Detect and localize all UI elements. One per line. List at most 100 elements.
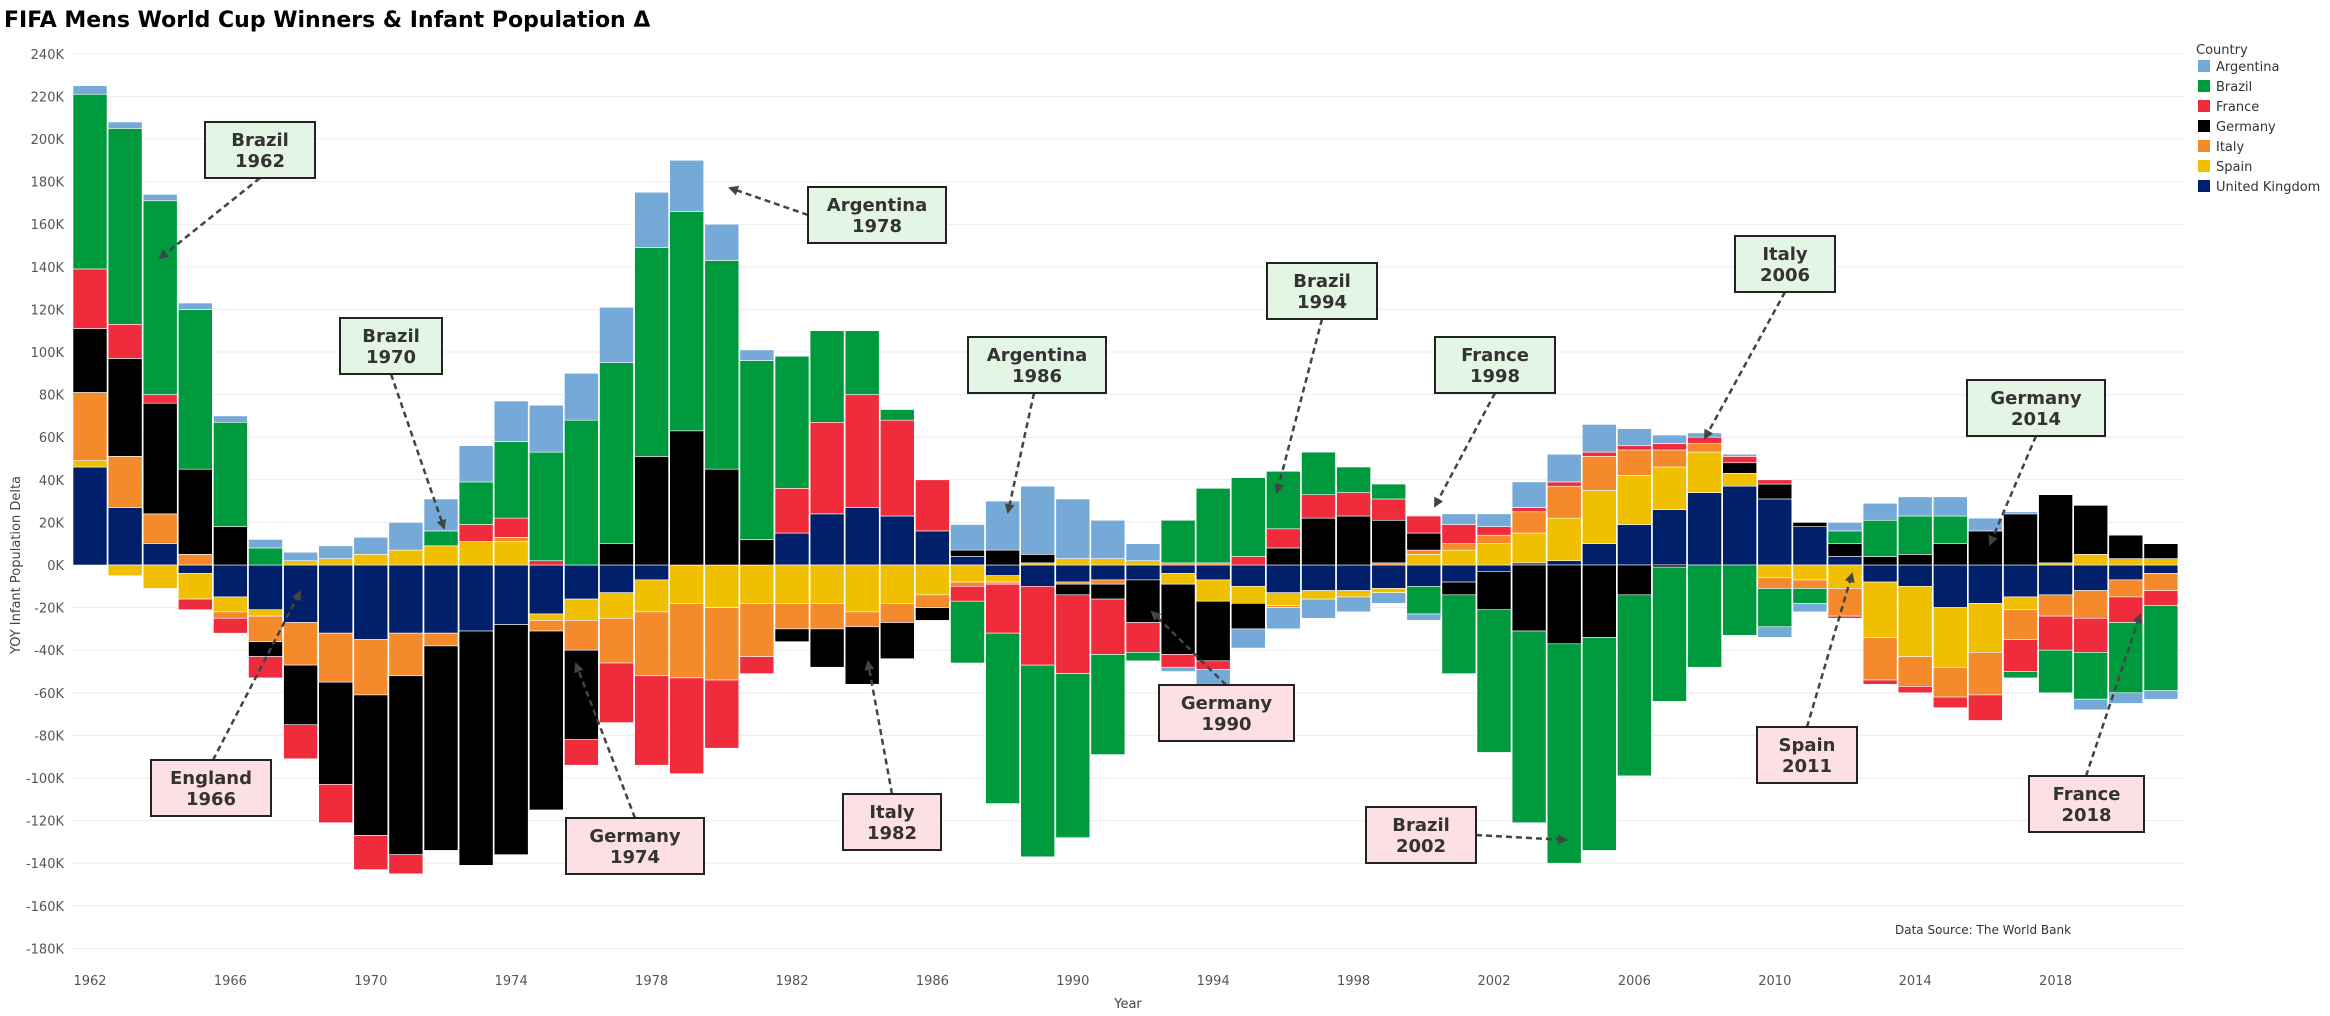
bar-italy-2007 [1652, 449, 1687, 468]
bar-united-kingdom-2021 [2143, 564, 2179, 574]
bar-brazil-2000 [1406, 585, 1442, 615]
bar-germany-1964 [142, 402, 178, 515]
bar-france-2017 [2003, 639, 2038, 672]
bar-france-1980 [704, 679, 740, 749]
x-tick-label: 2018 [2039, 974, 2072, 989]
y-tick-label: 180K [31, 176, 65, 191]
bar-spain-1990 [1055, 558, 1091, 566]
bar-brazil-1963 [107, 128, 143, 325]
bar-argentina-2009 [1722, 453, 1757, 457]
annotations: Brazil1962England1966Brazil1970Germany19… [150, 121, 2145, 875]
bar-italy-1963 [107, 456, 143, 508]
bar-france-1963 [107, 324, 143, 359]
bar-spain-1981 [739, 564, 775, 604]
bar-argentina-1962 [72, 85, 108, 95]
bar-united-kingdom-1996 [1266, 564, 1301, 593]
annotation-country: England [170, 768, 252, 789]
bar-germany-1984 [844, 626, 880, 685]
legend-swatch-united-kingdom [2198, 180, 2210, 192]
bar-brazil-2001 [1441, 594, 1477, 674]
legend-swatch-france [2198, 100, 2210, 112]
bar-argentina-1965 [178, 302, 213, 310]
bar-italy-2021 [2143, 573, 2179, 591]
bar-brazil-1977 [599, 362, 634, 544]
bar-brazil-2008 [1687, 564, 1722, 668]
bar-france-1998 [1336, 492, 1371, 517]
bar-france-2006 [1617, 445, 1652, 451]
bar-spain-1976 [564, 598, 599, 621]
bar-germany-1975 [528, 630, 564, 811]
bar-brazil-1992 [1125, 652, 1161, 662]
bar-spain-2001 [1441, 549, 1477, 566]
bar-argentina-1976 [564, 372, 599, 421]
annotation-country: Spain [1779, 735, 1836, 756]
bar-italy-2015 [1933, 666, 1968, 698]
bar-argentina-2015 [1933, 496, 1968, 517]
legend-swatch-spain [2198, 160, 2210, 172]
bar-united-kingdom-2012 [1827, 556, 1863, 566]
bar-germany-2011 [1792, 522, 1828, 527]
bar-brazil-1989 [1020, 664, 1056, 858]
bar-germany-1976 [564, 649, 599, 740]
bar-argentina-2006 [1617, 428, 1652, 447]
bar-germany-2021 [2143, 543, 2179, 559]
annotation-arrow [1150, 610, 1227, 686]
bar-italy-2016 [1968, 652, 2003, 696]
y-tick-label: -100K [26, 772, 65, 787]
bar-united-kingdom-1987 [950, 556, 985, 566]
annotation-year: 2018 [2061, 805, 2111, 826]
bar-spain-2021 [2143, 558, 2179, 566]
y-tick-label: -140K [26, 857, 65, 872]
bar-brazil-1962 [72, 93, 108, 270]
bar-united-kingdom-1973 [458, 564, 494, 632]
bar-spain-1970 [353, 554, 389, 566]
y-tick-label: -20K [34, 602, 64, 617]
bar-argentina-1978 [634, 191, 669, 248]
bar-spain-1962 [72, 460, 108, 468]
bar-spain-2006 [1617, 475, 1652, 525]
bar-germany-1973 [458, 630, 494, 866]
bar-italy-1986 [915, 594, 950, 608]
bar-germany-1983 [809, 628, 845, 668]
x-tick-label: 1962 [73, 974, 106, 989]
bar-spain-2019 [2073, 554, 2108, 566]
bar-italy-2008 [1687, 443, 1722, 453]
bar-brazil-2011 [1792, 588, 1828, 604]
bar-italy-1967 [248, 615, 283, 642]
bar-france-1974 [493, 517, 529, 538]
bar-united-kingdom-1997 [1301, 564, 1336, 591]
bar-italy-1969 [318, 632, 354, 683]
bar-italy-1962 [72, 392, 108, 461]
bar-brazil-1966 [213, 421, 248, 527]
annotation-country: Brazil [362, 326, 420, 347]
bar-italy-2010 [1757, 577, 1793, 589]
bar-argentina-1990 [1055, 498, 1091, 559]
bar-brazil-1996 [1266, 470, 1301, 530]
bar-spain-1987 [950, 564, 985, 583]
bar-brazil-1979 [669, 211, 705, 432]
bar-spain-1978 [634, 579, 669, 613]
bar-united-kingdom-2017 [2003, 564, 2038, 598]
bar-germany-1996 [1266, 547, 1301, 566]
bar-germany-1977 [599, 543, 634, 566]
bar-germany-1986 [915, 607, 950, 621]
bar-france-2010 [1757, 479, 1793, 485]
x-tick-label: 1994 [1197, 974, 1230, 989]
bar-argentina-1970 [353, 537, 389, 555]
bar-france-2003 [1511, 507, 1547, 513]
bar-argentina-2003 [1511, 481, 1547, 508]
bar-united-kingdom-1992 [1125, 564, 1161, 581]
bar-france-2013 [1862, 679, 1898, 685]
bar-italy-1964 [142, 513, 178, 545]
bar-united-kingdom-1990 [1055, 564, 1091, 583]
bar-united-kingdom-1985 [879, 515, 915, 566]
bar-germany-1990 [1055, 583, 1091, 596]
annotation-arrow [211, 590, 302, 761]
annotation-country: Argentina [987, 345, 1087, 366]
bar-argentina-1997 [1301, 598, 1336, 619]
bar-united-kingdom-2013 [1862, 564, 1898, 583]
annotation-country: Argentina [827, 195, 927, 216]
